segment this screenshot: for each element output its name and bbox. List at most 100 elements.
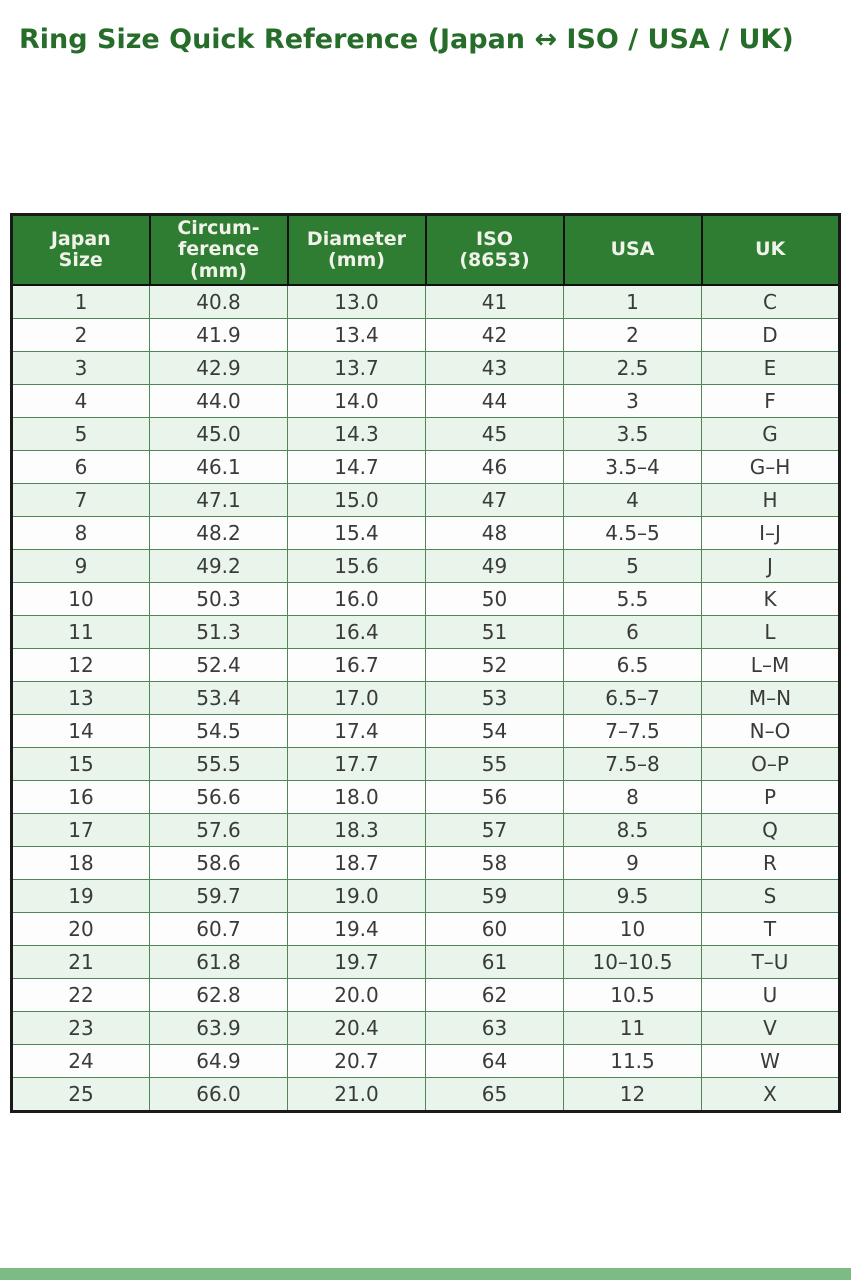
cell-diameter-mm: 16.7 (287, 647, 426, 682)
column-header-usa: USA (562, 213, 703, 286)
cell-uk: T (701, 911, 841, 946)
cell-usa: 6.5–7 (563, 680, 702, 715)
cell-uk: K (701, 581, 841, 616)
cell-diameter-mm: 19.7 (287, 944, 426, 979)
cell-circumference-mm: 64.9 (149, 1043, 288, 1078)
table-row: 24 64.9 20.7 64 11.5 W (10, 1043, 841, 1078)
cell-uk: U (701, 977, 841, 1012)
cell-diameter-mm: 15.0 (287, 482, 426, 517)
table-row: 16 56.6 18.0 56 8 P (10, 779, 841, 814)
cell-iso-8653: 51 (425, 614, 564, 649)
cell-uk: G (701, 416, 841, 451)
table-body: 1 40.8 13.0 41 1 C 2 41.9 13.4 42 2 D 3 42.9 13.7 43 2.5… (10, 284, 841, 1113)
cell-uk: V (701, 1010, 841, 1045)
cell-usa: 5.5 (563, 581, 702, 616)
cell-usa: 2.5 (563, 350, 702, 385)
cell-usa: 3 (563, 383, 702, 418)
cell-uk: L (701, 614, 841, 649)
cell-circumference-mm: 51.3 (149, 614, 288, 649)
cell-diameter-mm: 19.0 (287, 878, 426, 913)
cell-iso-8653: 65 (425, 1076, 564, 1113)
cell-iso-8653: 60 (425, 911, 564, 946)
cell-uk: P (701, 779, 841, 814)
cell-japan-size: 2 (10, 317, 150, 352)
cell-japan-size: 12 (10, 647, 150, 682)
cell-japan-size: 11 (10, 614, 150, 649)
cell-diameter-mm: 17.0 (287, 680, 426, 715)
cell-usa: 7–7.5 (563, 713, 702, 748)
cell-iso-8653: 59 (425, 878, 564, 913)
cell-usa: 8 (563, 779, 702, 814)
cell-japan-size: 19 (10, 878, 150, 913)
cell-uk: E (701, 350, 841, 385)
cell-japan-size: 21 (10, 944, 150, 979)
cell-diameter-mm: 14.3 (287, 416, 426, 451)
cell-circumference-mm: 53.4 (149, 680, 288, 715)
cell-circumference-mm: 66.0 (149, 1076, 288, 1113)
cell-japan-size: 25 (10, 1076, 150, 1113)
table-row: 1 40.8 13.0 41 1 C (10, 284, 841, 319)
cell-iso-8653: 62 (425, 977, 564, 1012)
cell-usa: 6 (563, 614, 702, 649)
cell-usa: 10 (563, 911, 702, 946)
cell-uk: M–N (701, 680, 841, 715)
cell-iso-8653: 45 (425, 416, 564, 451)
cell-usa: 5 (563, 548, 702, 583)
table-row: 6 46.1 14.7 46 3.5–4 G–H (10, 449, 841, 484)
cell-circumference-mm: 49.2 (149, 548, 288, 583)
cell-circumference-mm: 44.0 (149, 383, 288, 418)
table-row: 9 49.2 15.6 49 5 J (10, 548, 841, 583)
cell-uk: L–M (701, 647, 841, 682)
cell-uk: F (701, 383, 841, 418)
cell-japan-size: 17 (10, 812, 150, 847)
cell-usa: 3.5–4 (563, 449, 702, 484)
cell-circumference-mm: 45.0 (149, 416, 288, 451)
cell-japan-size: 18 (10, 845, 150, 880)
cell-diameter-mm: 18.3 (287, 812, 426, 847)
cell-iso-8653: 41 (425, 284, 564, 319)
cell-usa: 9.5 (563, 878, 702, 913)
cell-iso-8653: 53 (425, 680, 564, 715)
table-row: 7 47.1 15.0 47 4 H (10, 482, 841, 517)
cell-uk: O–P (701, 746, 841, 781)
cell-uk: G–H (701, 449, 841, 484)
cell-japan-size: 15 (10, 746, 150, 781)
cell-usa: 10–10.5 (563, 944, 702, 979)
cell-diameter-mm: 14.7 (287, 449, 426, 484)
cell-iso-8653: 49 (425, 548, 564, 583)
cell-circumference-mm: 60.7 (149, 911, 288, 946)
cell-circumference-mm: 54.5 (149, 713, 288, 748)
table-row: 13 53.4 17.0 53 6.5–7 M–N (10, 680, 841, 715)
column-header-diameter: Diameter (mm) (286, 213, 427, 286)
cell-diameter-mm: 16.4 (287, 614, 426, 649)
table-row: 3 42.9 13.7 43 2.5 E (10, 350, 841, 385)
cell-japan-size: 20 (10, 911, 150, 946)
cell-uk: H (701, 482, 841, 517)
cell-japan-size: 8 (10, 515, 150, 550)
cell-diameter-mm: 14.0 (287, 383, 426, 418)
cell-iso-8653: 61 (425, 944, 564, 979)
cell-uk: D (701, 317, 841, 352)
cell-diameter-mm: 18.7 (287, 845, 426, 880)
cell-iso-8653: 47 (425, 482, 564, 517)
cell-circumference-mm: 63.9 (149, 1010, 288, 1045)
cell-uk: C (701, 284, 841, 319)
table-row: 14 54.5 17.4 54 7–7.5 N–O (10, 713, 841, 748)
cell-usa: 4 (563, 482, 702, 517)
cell-circumference-mm: 46.1 (149, 449, 288, 484)
cell-uk: I–J (701, 515, 841, 550)
table-row: 23 63.9 20.4 63 11 V (10, 1010, 841, 1045)
table-row: 22 62.8 20.0 62 10.5 U (10, 977, 841, 1012)
cell-uk: N–O (701, 713, 841, 748)
cell-diameter-mm: 19.4 (287, 911, 426, 946)
cell-circumference-mm: 55.5 (149, 746, 288, 781)
cell-iso-8653: 50 (425, 581, 564, 616)
cell-iso-8653: 64 (425, 1043, 564, 1078)
cell-circumference-mm: 50.3 (149, 581, 288, 616)
table-row: 5 45.0 14.3 45 3.5 G (10, 416, 841, 451)
cell-japan-size: 13 (10, 680, 150, 715)
cell-diameter-mm: 20.0 (287, 977, 426, 1012)
cell-uk: X (701, 1076, 841, 1113)
table-row: 12 52.4 16.7 52 6.5 L–M (10, 647, 841, 682)
